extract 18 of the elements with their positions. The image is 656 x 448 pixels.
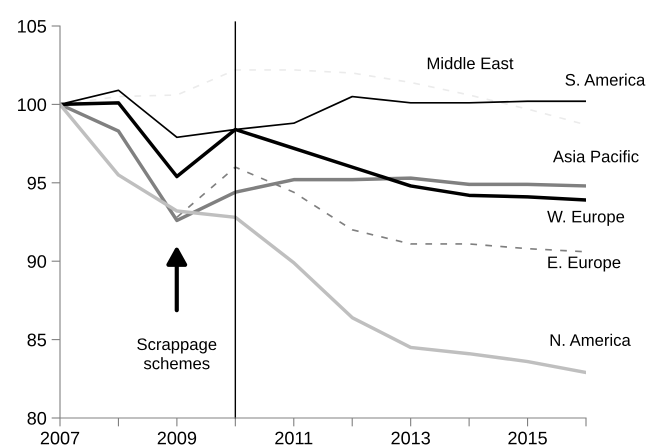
x-tick-label: 2013 [391,432,430,444]
annotation: Scrappage schemes [137,338,216,370]
series-label: Asia Pacific [552,150,639,162]
series-label: N. America [550,334,631,346]
y-tick-label: 85 [28,334,46,346]
x-tick-label: 2015 [508,432,547,444]
y-tick-label: 100 [18,98,46,112]
series-label: E. Europe [548,256,620,272]
x-tick-label: 2007 [40,432,80,444]
y-tick-label: 90 [28,255,46,268]
series-label: Middle East [428,57,514,70]
y-tick-label: 80 [28,412,46,425]
x-tick-label: 2009 [158,432,196,444]
x-tick-label: 2011 [275,432,312,444]
y-tick-label: 105 [18,20,46,33]
series-label: S. America [565,73,646,86]
y-tick-label: 95 [28,176,46,190]
series-label: W. Europe [547,210,624,226]
